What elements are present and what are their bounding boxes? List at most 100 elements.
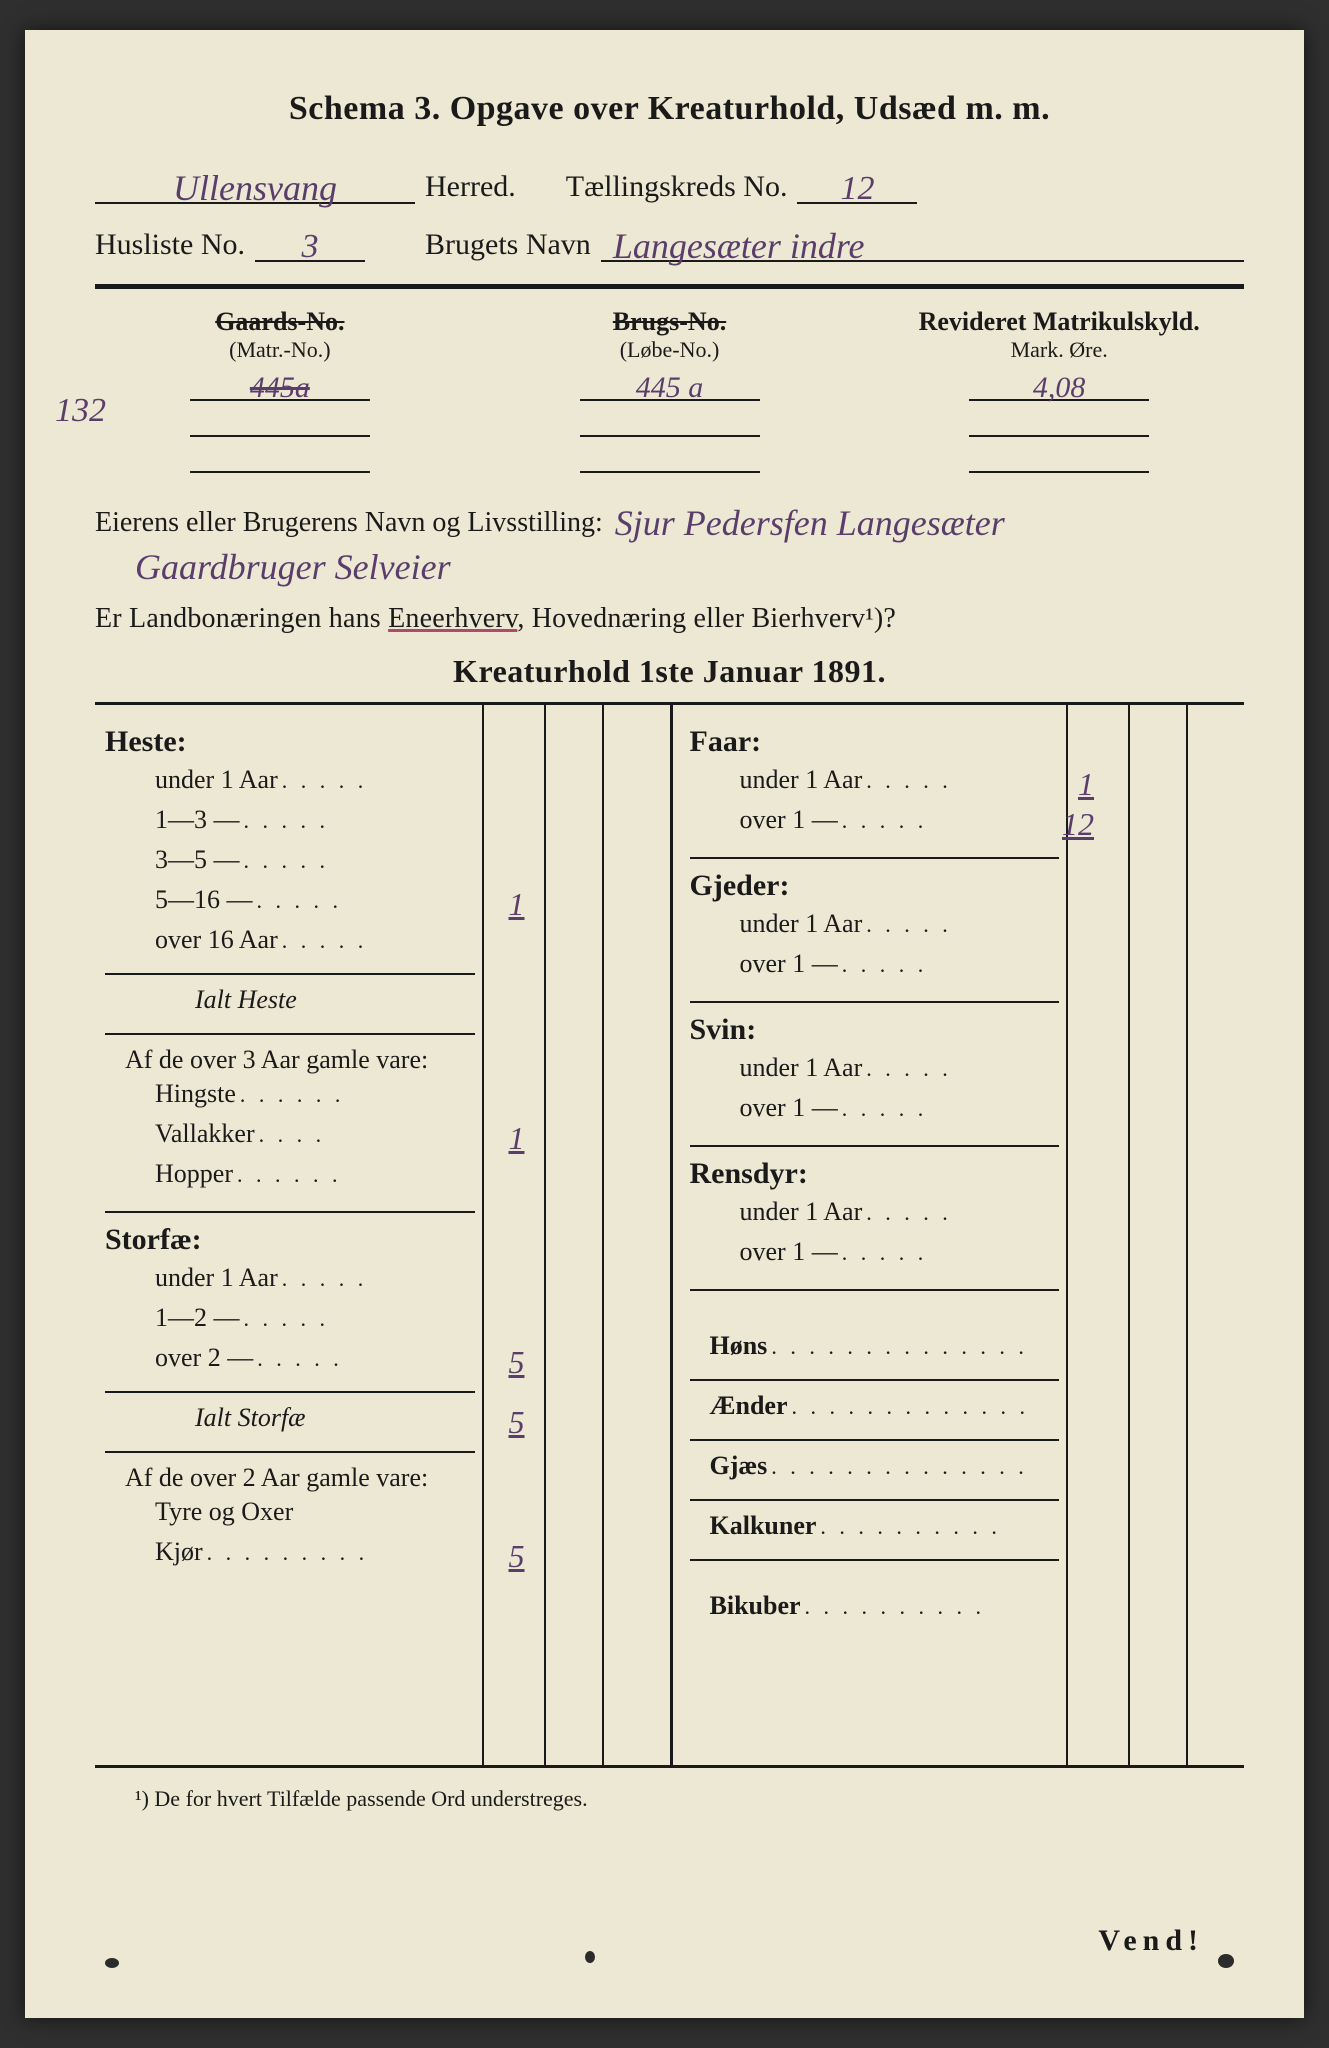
taellingskreds-handwriting: 12: [801, 172, 913, 206]
storfae-row-2: over 2 — . . . . . 5: [105, 1343, 660, 1383]
brugs-col: Brugs-No. (Løbe-No.): [485, 307, 855, 363]
heste-sub-2: Hopper . . . . . .: [105, 1159, 660, 1199]
brugets-navn-label: Brugets Navn: [425, 228, 591, 262]
question-pre: Er Landbonæringen hans: [95, 603, 388, 634]
heste-row-1: 1—3 — . . . . .: [105, 805, 660, 845]
left-mid-sep: [105, 1211, 475, 1213]
gaards-line-3: [190, 441, 370, 473]
question-post: , Hovednæring eller Bierhverv¹)?: [517, 603, 896, 634]
svin-row-1: over 1 — . . . . .: [690, 1093, 1245, 1133]
heste-sep: [105, 973, 475, 975]
kalkuner-row: Kalkuner . . . . . . . . . .: [690, 1511, 1245, 1551]
owner-line-2: Gaardbruger Selveier: [95, 545, 1244, 585]
scan-speck: [585, 1951, 595, 1963]
table-left-half: Heste: under 1 Aar . . . . . 1—3 — . . .…: [95, 705, 660, 1765]
herred-field: Ullensvang: [95, 168, 415, 204]
brugs-sub: (Løbe-No.): [485, 337, 855, 363]
brugets-navn-handwriting: Langesæter indre: [613, 228, 1240, 264]
brugs-line-1: 445 a: [580, 369, 760, 401]
taellingskreds-label: Tællingskreds No.: [566, 170, 788, 204]
hons-row: Høns . . . . . . . . . . . . . .: [690, 1331, 1245, 1371]
gaards-label: Gaards-No.: [95, 307, 465, 337]
scan-background: Schema 3. Opgave over Kreaturhold, Udsæd…: [0, 0, 1329, 2048]
gjeder-sep: [690, 1001, 1060, 1003]
matr-line-row-2: [95, 405, 1244, 437]
owner-label: Eierens eller Brugerens Navn og Livsstil…: [95, 507, 603, 539]
gjeder-row-1: over 1 — . . . . .: [690, 949, 1245, 989]
husliste-label: Husliste No.: [95, 228, 245, 262]
heste-sep-2: [105, 1033, 475, 1035]
gjeder-row-0: under 1 Aar . . . . .: [690, 909, 1245, 949]
brugs-line-3: [580, 441, 760, 473]
husliste-handwriting: 3: [259, 230, 361, 264]
owner-hand-2: Gaardbruger Selveier: [135, 549, 451, 585]
brugs-line-2: [580, 405, 760, 437]
scan-speck: [1218, 1954, 1234, 1968]
heste-row-0: under 1 Aar . . . . .: [105, 765, 660, 805]
heste-sub-0: Hingste . . . . . .: [105, 1079, 660, 1119]
gaards-line-1: 445a: [190, 369, 370, 401]
faar-row-1: over 1 — . . . . . 12: [690, 805, 1245, 845]
aender-row: Ænder . . . . . . . . . . . . .: [690, 1391, 1245, 1431]
storfae-total: Ialt Storfæ 5: [105, 1403, 660, 1443]
divider-top: [95, 284, 1244, 289]
storfae-sub-0: Tyre og Oxer: [105, 1497, 660, 1537]
svin-sep: [690, 1145, 1060, 1147]
gaards-line-2: [190, 405, 370, 437]
gaards-sub: (Matr.-No.): [95, 337, 465, 363]
faar-row-0: under 1 Aar . . . . . 1: [690, 765, 1245, 805]
hons-sep: [690, 1379, 1060, 1381]
heste-row-4: over 16 Aar . . . . .: [105, 925, 660, 965]
footnote: ¹) De for hvert Tilfælde passende Ord un…: [95, 1786, 1244, 1812]
revideret-label: Revideret Matrikulskyld.: [874, 307, 1244, 337]
livestock-table: Heste: under 1 Aar . . . . . 1—3 — . . .…: [95, 702, 1244, 1768]
matr-line-row-1: 445a 445 a 4,08: [95, 369, 1244, 401]
svin-row-0: under 1 Aar . . . . .: [690, 1053, 1245, 1093]
rev-line-1: 4,08: [969, 369, 1149, 401]
gaards-hand-1: 445a: [190, 373, 370, 403]
herred-handwriting: Ullensvang: [99, 170, 411, 206]
vend-label: Vend!: [1098, 1924, 1204, 1958]
rev-line-3: [969, 441, 1149, 473]
faar-sep: [690, 857, 1060, 859]
storfae-sep: [105, 1391, 475, 1393]
rensdyr-row-0: under 1 Aar . . . . .: [690, 1197, 1245, 1237]
owner-hand-1-wrap: Sjur Pedersfen Langesæter: [615, 503, 1244, 539]
heste-section: Heste: under 1 Aar . . . . . 1—3 — . . .…: [105, 725, 660, 1199]
kreaturhold-heading: Kreaturhold 1ste Januar 1891.: [95, 653, 1244, 690]
eneerhverv-question: Er Landbonæringen hans Eneerhverv, Hoved…: [95, 603, 1244, 635]
side-132-handwriting: 132: [55, 392, 106, 430]
row-herred: Ullensvang Herred. Tællingskreds No. 12: [95, 168, 1244, 204]
kalkuner-sep: [690, 1559, 1060, 1561]
matr-line-row-3: [95, 441, 1244, 473]
heste-row-2: 3—5 — . . . . .: [105, 845, 660, 885]
husliste-field: 3: [255, 226, 365, 262]
storfae-sep-2: [105, 1451, 475, 1453]
herred-label: Herred.: [425, 170, 516, 204]
gaards-col: Gaards-No. (Matr.-No.): [95, 307, 465, 363]
gjaes-sep: [690, 1499, 1060, 1501]
question-underlined: Eneerhverv: [388, 603, 517, 634]
rev-hand-1: 4,08: [969, 373, 1149, 403]
rev-line-2: [969, 405, 1149, 437]
taellingskreds-field: 12: [797, 168, 917, 204]
document-paper: Schema 3. Opgave over Kreaturhold, Udsæd…: [25, 30, 1304, 2018]
brugs-hand-1: 445 a: [580, 373, 760, 403]
matr-header-row: Gaards-No. (Matr.-No.) Brugs-No. (Løbe-N…: [95, 307, 1244, 363]
storfae-row-0: under 1 Aar . . . . .: [105, 1263, 660, 1303]
aender-sep: [690, 1439, 1060, 1441]
heste-total: Ialt Heste: [105, 985, 660, 1025]
rensdyr-sep: [690, 1289, 1060, 1291]
bikuber-row: Bikuber . . . . . . . . . .: [690, 1591, 1245, 1631]
row-husliste: Husliste No. 3 Brugets Navn Langesæter i…: [95, 226, 1244, 262]
revideret-col: Revideret Matrikulskyld. Mark. Øre.: [874, 307, 1244, 363]
heste-row-3: 5—16 — . . . . . 1: [105, 885, 660, 925]
scan-speck: [105, 1958, 119, 1968]
storfae-sub-1: Kjør . . . . . . . . . 5: [105, 1537, 660, 1577]
gjaes-row: Gjæs . . . . . . . . . . . . . .: [690, 1451, 1245, 1491]
owner-block: Eierens eller Brugerens Navn og Livsstil…: [95, 503, 1244, 635]
heste-sub-1: Vallakker . . . . 1: [105, 1119, 660, 1159]
schema-title: Schema 3. Opgave over Kreaturhold, Udsæd…: [95, 90, 1244, 128]
owner-line-1: Eierens eller Brugerens Navn og Livsstil…: [95, 503, 1244, 539]
table-right-half: Faar: under 1 Aar . . . . . 1 over 1 — .…: [660, 705, 1245, 1765]
